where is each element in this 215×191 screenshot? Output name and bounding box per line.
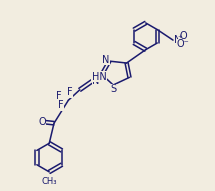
Text: CH₃: CH₃ (41, 177, 57, 186)
Text: N: N (92, 76, 100, 86)
Text: F: F (58, 100, 63, 110)
Text: O: O (38, 117, 46, 127)
Text: O: O (179, 31, 187, 41)
Text: F: F (56, 91, 62, 101)
Text: S: S (111, 84, 117, 94)
Text: N: N (174, 35, 181, 45)
Text: N: N (102, 55, 110, 65)
Text: F: F (67, 87, 73, 97)
Text: HN: HN (92, 72, 106, 82)
Text: +: + (178, 34, 183, 39)
Text: O⁻: O⁻ (177, 39, 189, 49)
